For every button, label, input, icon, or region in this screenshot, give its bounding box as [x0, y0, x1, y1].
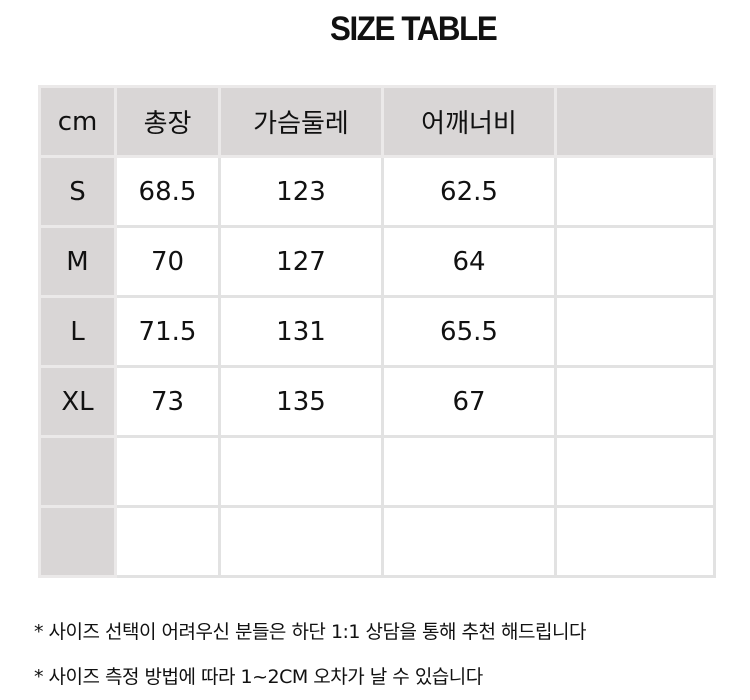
table-row [38, 435, 716, 508]
table-row: M 70 127 64 [38, 225, 716, 298]
table-cell [554, 435, 716, 508]
table-cell: 62.5 [381, 155, 557, 228]
table-cell: 127 [218, 225, 384, 298]
header-cell: 총장 [114, 85, 221, 158]
table-cell: 67 [381, 365, 557, 438]
header-cell [554, 85, 716, 158]
table-cell [554, 155, 716, 228]
table-cell: 70 [114, 225, 221, 298]
table-cell: 68.5 [114, 155, 221, 228]
size-table: cm 총장 가슴둘레 어깨너비 S 68.5 123 62.5 M 70 127 64 L 71.… [38, 85, 716, 578]
table-cell: 123 [218, 155, 384, 228]
table-cell [554, 505, 716, 578]
table-cell: 64 [381, 225, 557, 298]
note-1: * 사이즈 선택이 어려우신 분들은 하단 1:1 상담을 통해 추천 해드립니… [34, 621, 586, 643]
note-2: * 사이즈 측정 방법에 따라 1~2CM 오차가 날 수 있습니다 [34, 666, 483, 688]
table-cell: 73 [114, 365, 221, 438]
header-cell: 어깨너비 [381, 85, 557, 158]
table-cell: 71.5 [114, 295, 221, 368]
size-label-cell [38, 435, 117, 508]
table-header-row: cm 총장 가슴둘레 어깨너비 [38, 85, 716, 158]
table-cell: 131 [218, 295, 384, 368]
header-cell: cm [38, 85, 117, 158]
table-cell [114, 435, 221, 508]
size-label-cell: M [38, 225, 117, 298]
table-cell [554, 225, 716, 298]
size-label-cell: L [38, 295, 117, 368]
size-label-cell [38, 505, 117, 578]
table-cell [381, 505, 557, 578]
table-cell [114, 505, 221, 578]
table-cell: 65.5 [381, 295, 557, 368]
table-row: L 71.5 131 65.5 [38, 295, 716, 368]
size-label-cell: S [38, 155, 117, 228]
table-cell [218, 505, 384, 578]
header-cell: 가슴둘레 [218, 85, 384, 158]
table-cell: 135 [218, 365, 384, 438]
table-cell [554, 365, 716, 438]
table-cell [554, 295, 716, 368]
table-cell [218, 435, 384, 508]
table-row [38, 505, 716, 578]
table-row: XL 73 135 67 [38, 365, 716, 438]
page-title: SIZE TABLE [330, 10, 498, 48]
table-cell [381, 435, 557, 508]
table-row: S 68.5 123 62.5 [38, 155, 716, 228]
size-label-cell: XL [38, 365, 117, 438]
